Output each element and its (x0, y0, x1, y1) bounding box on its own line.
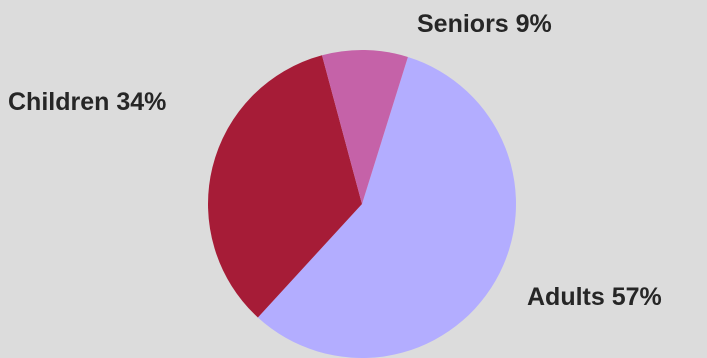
slice-adults (257, 57, 516, 358)
label-adults: Adults 57% (527, 283, 662, 311)
label-children: Children 34% (8, 88, 166, 116)
pie-labels: Adults 57% Children 34% Seniors 9% (8, 10, 662, 311)
slice-children (208, 55, 362, 318)
label-seniors: Seniors 9% (417, 10, 552, 38)
pie-slices (208, 50, 516, 358)
slice-seniors (322, 50, 408, 204)
